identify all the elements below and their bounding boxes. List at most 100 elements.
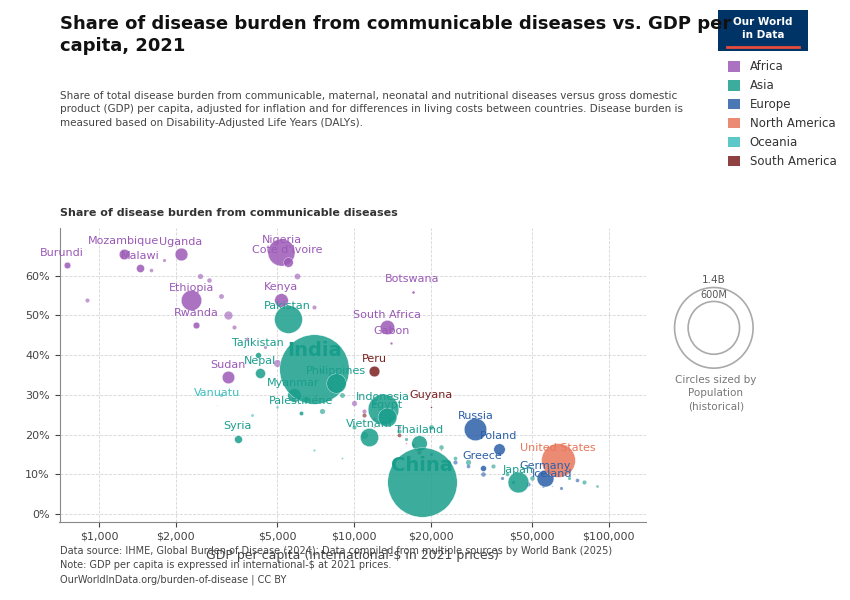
Point [315, 406, 329, 416]
Text: Mozambique: Mozambique [88, 236, 159, 246]
Point [258, 343, 272, 352]
Point [253, 368, 267, 378]
Point [384, 414, 398, 424]
Point [468, 424, 482, 433]
Text: Malawi: Malawi [121, 251, 160, 260]
Point [308, 302, 321, 312]
Point [461, 461, 474, 471]
Point [231, 434, 245, 443]
Text: Japan: Japan [502, 465, 534, 475]
Point [570, 475, 584, 485]
Point [347, 422, 360, 431]
Text: South Africa: South Africa [353, 310, 421, 320]
Point [538, 473, 552, 483]
Text: Egypt: Egypt [371, 400, 403, 410]
Text: Iceland: Iceland [532, 469, 572, 479]
Point [280, 314, 294, 324]
Text: Peru: Peru [361, 354, 387, 364]
Point [251, 350, 264, 360]
Text: Myanmar: Myanmar [267, 378, 320, 388]
Text: Our World: Our World [733, 17, 792, 26]
Text: United States: United States [520, 443, 595, 453]
Point [546, 481, 559, 491]
Point [367, 366, 381, 376]
Text: Ethiopia: Ethiopia [168, 283, 214, 293]
Point [521, 479, 535, 489]
Text: Share of disease burden from communicable diseases vs. GDP per
capita, 2021: Share of disease burden from communicabl… [60, 15, 731, 55]
Text: Share of total disease burden from communicable, maternal, neonatal and nutritio: Share of total disease burden from commu… [60, 91, 683, 128]
X-axis label: GDP per capita (international-$ in 2021 prices): GDP per capita (international-$ in 2021 … [207, 548, 499, 562]
Point [424, 402, 438, 412]
Text: Thailand: Thailand [395, 425, 443, 436]
Text: Rwanda: Rwanda [173, 308, 218, 318]
Text: Burundi: Burundi [39, 248, 83, 258]
Point [336, 454, 349, 463]
Text: Circles sized by
Population
(historical): Circles sized by Population (historical) [675, 375, 756, 412]
Point [363, 432, 377, 442]
Point [367, 422, 381, 431]
Point [525, 473, 539, 483]
Point [246, 410, 259, 419]
Point [434, 446, 448, 455]
Point [294, 408, 308, 418]
Text: Germany: Germany [518, 461, 570, 471]
Point [133, 263, 147, 272]
Point [424, 422, 438, 431]
Point [184, 295, 198, 304]
Point [308, 446, 321, 455]
Point [347, 398, 360, 407]
Point [299, 394, 313, 404]
Text: Share of disease burden from communicable diseases: Share of disease burden from communicabl… [60, 208, 397, 218]
Text: Nepal: Nepal [244, 356, 276, 366]
Point [286, 390, 300, 400]
Point [221, 311, 235, 320]
Point [392, 422, 405, 431]
Point [376, 404, 389, 413]
Point [405, 440, 419, 449]
Point [400, 438, 413, 448]
Point [81, 295, 94, 304]
Point [275, 247, 288, 257]
Point [511, 478, 524, 487]
Point [492, 444, 506, 454]
Point [424, 449, 438, 459]
Point [485, 461, 499, 471]
Text: Gabon: Gabon [373, 326, 410, 336]
Legend: Africa, Asia, Europe, North America, Oceania, South America: Africa, Asia, Europe, North America, Oce… [725, 57, 840, 172]
Point [270, 402, 284, 412]
Point [358, 410, 371, 419]
Point [506, 478, 519, 487]
Point [536, 481, 549, 491]
Text: Vietnam: Vietnam [346, 419, 393, 430]
Point [376, 418, 389, 427]
Text: Botswana: Botswana [385, 274, 439, 284]
Text: Indonesia: Indonesia [356, 392, 410, 401]
Text: Syria: Syria [224, 421, 252, 431]
Text: Palestinéne: Palestinéne [269, 395, 333, 406]
Text: Tajikistan: Tajikistan [232, 338, 284, 348]
Point [174, 249, 188, 259]
Point [157, 255, 171, 265]
Point [476, 470, 490, 479]
Point [270, 358, 284, 368]
Point [189, 320, 202, 330]
Text: Greece: Greece [462, 451, 502, 461]
Point [329, 378, 343, 388]
Point [392, 426, 405, 436]
Point [144, 265, 158, 275]
Text: Poland: Poland [480, 431, 518, 442]
Text: 1.4B: 1.4B [702, 275, 726, 284]
Point [461, 458, 474, 467]
Point [221, 372, 235, 382]
Point [380, 323, 394, 332]
Point [590, 481, 604, 491]
Text: Sudan: Sudan [210, 360, 246, 370]
Text: Data source: IHME, Global Burden of Disease (2024); Data compiled from multiple : Data source: IHME, Global Burden of Dise… [60, 547, 612, 585]
Point [117, 249, 131, 259]
Text: Cote d'Ivoire: Cote d'Ivoire [252, 245, 323, 254]
Point [563, 473, 576, 483]
Text: in Data: in Data [741, 31, 784, 40]
Text: China: China [391, 456, 453, 475]
Point [240, 334, 253, 344]
Text: Philippines: Philippines [306, 366, 366, 376]
